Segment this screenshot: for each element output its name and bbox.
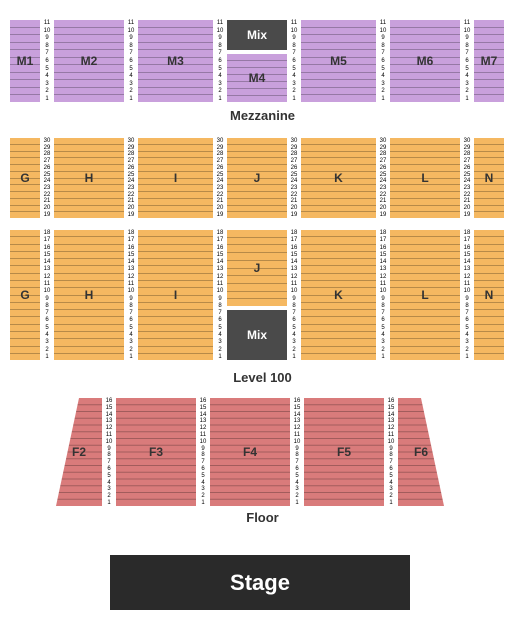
section-label: M3 xyxy=(167,54,184,68)
section-label: N xyxy=(485,288,494,302)
level-label: Level 100 xyxy=(0,370,525,385)
mix-booth: Mix xyxy=(227,310,287,360)
section-label: F5 xyxy=(304,398,384,506)
section-G[interactable]: G xyxy=(10,230,40,360)
row-numbers: 181716151413121110987654321 xyxy=(462,230,472,360)
section-N[interactable]: N xyxy=(474,230,504,360)
row-numbers: 1110987654321 xyxy=(215,20,225,102)
level-label: Mezzanine xyxy=(0,108,525,123)
section-H[interactable]: H xyxy=(54,230,124,360)
section-label: H xyxy=(85,171,94,185)
section-F6[interactable]: F6 xyxy=(398,398,444,506)
row-numbers: 181716151413121110987654321 xyxy=(126,230,136,360)
row-numbers: 16151413121110987654321 xyxy=(292,398,302,506)
row-numbers: 181716151413121110987654321 xyxy=(289,230,299,360)
section-M6[interactable]: M6 xyxy=(390,20,460,102)
section-G[interactable]: G xyxy=(10,138,40,218)
section-I[interactable]: I xyxy=(138,138,213,218)
row-numbers: 1110987654321 xyxy=(378,20,388,102)
level-label: Floor xyxy=(0,510,525,525)
section-label: G xyxy=(20,171,29,185)
row-numbers: 1110987654321 xyxy=(42,20,52,102)
row-numbers: 181716151413121110987654321 xyxy=(215,230,225,360)
section-label: M1 xyxy=(17,54,34,68)
section-M7[interactable]: M7 xyxy=(474,20,504,102)
stage: Stage xyxy=(110,555,410,610)
row-numbers: 16151413121110987654321 xyxy=(104,398,114,506)
section-M3[interactable]: M3 xyxy=(138,20,213,102)
section-H[interactable]: H xyxy=(54,138,124,218)
section-label: K xyxy=(334,171,343,185)
section-label: I xyxy=(174,171,177,185)
row-numbers: 1110987654321 xyxy=(462,20,472,102)
section-M4[interactable]: M4 xyxy=(227,54,287,102)
section-K[interactable]: K xyxy=(301,230,376,360)
section-M1[interactable]: M1 xyxy=(10,20,40,102)
section-F4[interactable]: F4 xyxy=(210,398,290,506)
section-label: I xyxy=(174,288,177,302)
section-K[interactable]: K xyxy=(301,138,376,218)
section-M2[interactable]: M2 xyxy=(54,20,124,102)
section-M5[interactable]: M5 xyxy=(301,20,376,102)
section-J[interactable]: J xyxy=(227,138,287,218)
section-label: F2 xyxy=(56,398,102,506)
row-numbers: 302928272625242322212019 xyxy=(215,138,225,218)
row-numbers: 302928272625242322212019 xyxy=(378,138,388,218)
section-label: G xyxy=(20,288,29,302)
section-J[interactable]: J xyxy=(227,230,287,306)
section-label: L xyxy=(421,171,428,185)
section-F5[interactable]: F5 xyxy=(304,398,384,506)
section-L[interactable]: L xyxy=(390,138,460,218)
row-numbers: 302928272625242322212019 xyxy=(462,138,472,218)
row-numbers: 16151413121110987654321 xyxy=(198,398,208,506)
section-label: K xyxy=(334,288,343,302)
row-numbers: 181716151413121110987654321 xyxy=(378,230,388,360)
row-numbers: 16151413121110987654321 xyxy=(386,398,396,506)
section-I[interactable]: I xyxy=(138,230,213,360)
section-N[interactable]: N xyxy=(474,138,504,218)
row-numbers: 302928272625242322212019 xyxy=(42,138,52,218)
section-label: M4 xyxy=(249,71,266,85)
section-label: H xyxy=(85,288,94,302)
section-label: J xyxy=(254,171,261,185)
section-label: M6 xyxy=(417,54,434,68)
section-label: F6 xyxy=(398,398,444,506)
section-label: F4 xyxy=(210,398,290,506)
section-label: M2 xyxy=(81,54,98,68)
section-label: F3 xyxy=(116,398,196,506)
seating-chart: M1 M2 M3 M4 M5 M6 M7 1110987654321 1110987654321… xyxy=(0,0,525,625)
row-numbers: 302928272625242322212019 xyxy=(126,138,136,218)
mix-booth: Mix xyxy=(227,20,287,50)
section-label: L xyxy=(421,288,428,302)
section-label: M5 xyxy=(330,54,347,68)
row-numbers: 302928272625242322212019 xyxy=(289,138,299,218)
section-L[interactable]: L xyxy=(390,230,460,360)
section-label: M7 xyxy=(481,54,498,68)
row-numbers: 1110987654321 xyxy=(126,20,136,102)
row-numbers: 1110987654321 xyxy=(289,20,299,102)
section-label: J xyxy=(254,261,261,275)
section-F2[interactable]: F2 xyxy=(56,398,102,506)
section-F3[interactable]: F3 xyxy=(116,398,196,506)
section-label: N xyxy=(485,171,494,185)
row-numbers: 181716151413121110987654321 xyxy=(42,230,52,360)
